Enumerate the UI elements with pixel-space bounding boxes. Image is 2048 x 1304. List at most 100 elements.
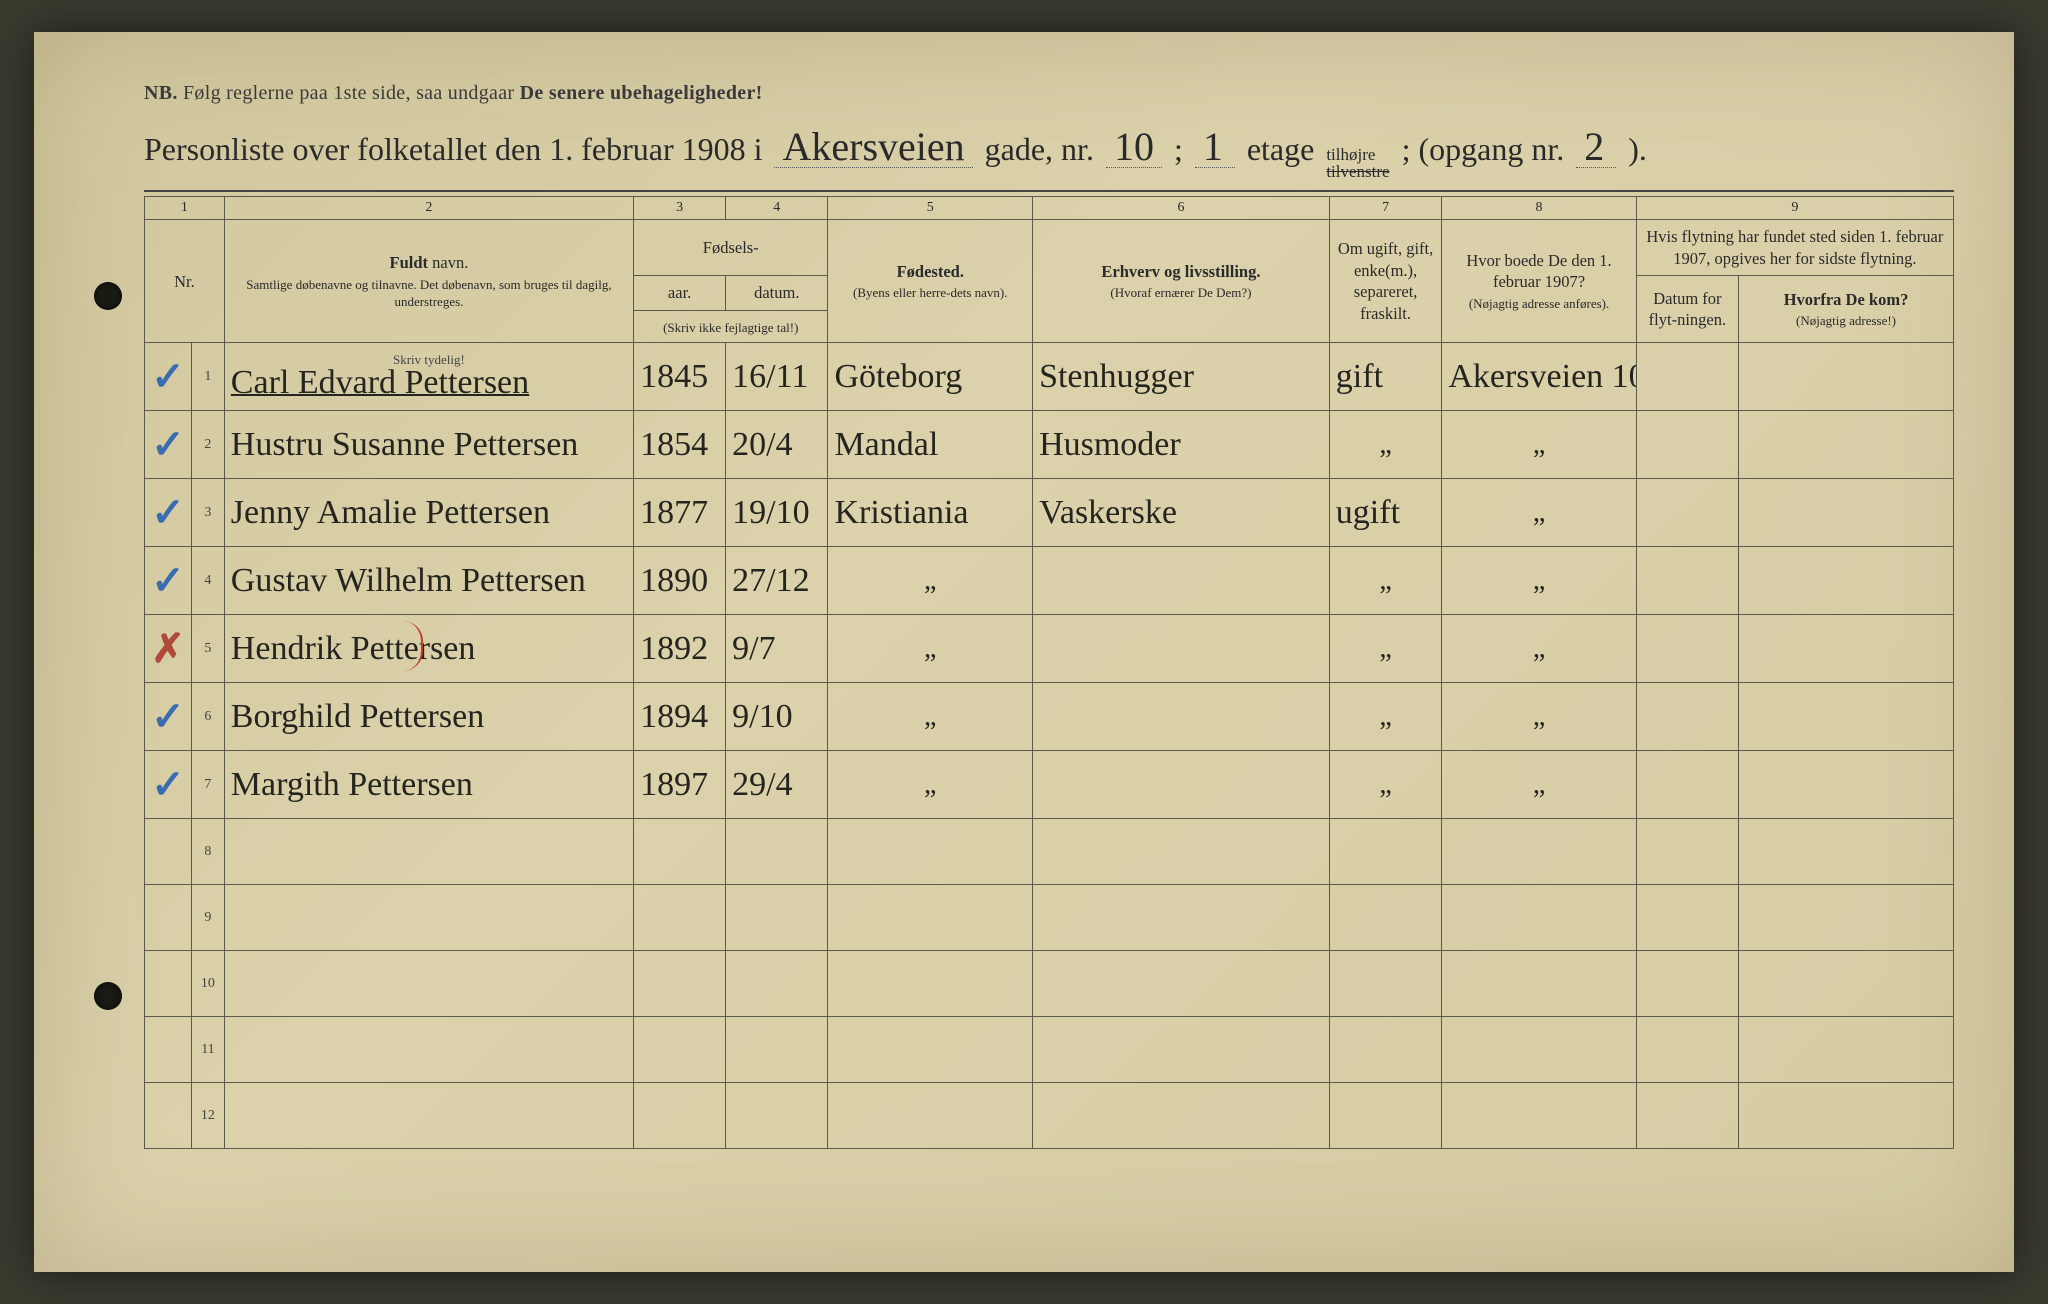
row-name: Hendrik Pettersen [224,615,633,683]
row-occupation [1033,751,1330,819]
row-movefrom [1739,479,1954,547]
title-rule [144,190,1954,192]
punch-hole-top [94,282,122,310]
row-date: 29/4 [726,751,828,819]
nb-text2: De senere ubehageligheder! [520,82,763,104]
row-address: „ [1442,751,1636,819]
row-name: Skriv tydelig!Carl Edvard Pettersen [224,343,633,411]
table-row-empty: 10 [145,951,1954,1017]
row-marital: „ [1329,751,1442,819]
row-date: 9/7 [726,615,828,683]
hdr-aar-sub-t: (Skriv ikke fejlagtige tal!) [638,320,823,337]
row-marital: „ [1329,615,1442,683]
row-movedate [1636,411,1738,479]
row-nr: 4 [192,547,225,615]
table-row-empty: 11 [145,1017,1954,1083]
table-row-empty: 9 [145,885,1954,951]
title-t5: ; (opgang nr. [1402,131,1565,168]
table-row-empty: 12 [145,1083,1954,1149]
row-birthplace: Göteborg [828,343,1033,411]
nb-line: NB. Følg reglerne paa 1ste side, saa und… [144,82,1954,105]
colnum-1: 1 [145,197,225,220]
row-nr: 7 [192,751,225,819]
table-row-empty: 8 [145,819,1954,885]
row-birthplace: Kristiania [828,479,1033,547]
row-address: „ [1442,479,1636,547]
row-occupation [1033,683,1330,751]
row-year: 1877 [634,479,726,547]
table-row: ✗5Hendrik Pettersen18929/7„„„ [145,615,1954,683]
row-name: Gustav Wilhelm Pettersen [224,547,633,615]
floor: 1 [1195,127,1235,168]
row-marital: „ [1329,411,1442,479]
census-page: NB. Følg reglerne paa 1ste side, saa und… [34,32,2014,1272]
row-year: 1894 [634,683,726,751]
row-marital: gift [1329,343,1442,411]
row-birthplace: „ [828,615,1033,683]
row-mark: ✓ [145,751,192,819]
row-name: Hustru Susanne Pettersen [224,411,633,479]
side-stack: tilhøjre tilvenstre [1326,146,1389,180]
table-row: ✓2Hustru Susanne Pettersen185420/4Mandal… [145,411,1954,479]
row-movefrom [1739,547,1954,615]
table-row: ✓4Gustav Wilhelm Pettersen189027/12„„„ [145,547,1954,615]
header-row-1: Nr. Fuldt navn. Samtlige døbenavne og ti… [145,220,1954,276]
row-marital: ugift [1329,479,1442,547]
row-mark: ✓ [145,343,192,411]
colnum-8: 8 [1442,197,1636,220]
row-movefrom [1739,343,1954,411]
hdr-name-bold: Fuldt [390,253,429,272]
row-movedate [1636,615,1738,683]
hdr-movedate: Datum for flyt-ningen. [1636,276,1738,343]
title-t4: etage [1247,131,1315,168]
hdr-mf-t: Hvorfra De kom? [1784,290,1909,309]
hdr-addr-t: Hvor boede De den 1. februar 1907? [1466,251,1611,291]
hdr-datum: datum. [726,276,828,310]
hdr-name-sub: Samtlige døbenavne og tilnavne. Det døbe… [229,277,629,311]
table-row: ✓1Skriv tydelig!Carl Edvard Pettersen184… [145,343,1954,411]
table-row: ✓6Borghild Pettersen18949/10„„„ [145,683,1954,751]
row-movedate [1636,751,1738,819]
side-top: tilhøjre [1326,146,1389,163]
row-year: 1892 [634,615,726,683]
census-table: 1 2 3 4 5 6 7 8 9 Nr. Fuldt navn. Samtli… [144,196,1954,1149]
row-nr: 1 [192,343,225,411]
title-line: Personliste over folketallet den 1. febr… [144,127,1954,180]
nb-prefix: NB. [144,82,178,104]
row-birthplace: „ [828,683,1033,751]
row-mark: ✓ [145,547,192,615]
row-date: 20/4 [726,411,828,479]
row-date: 9/10 [726,683,828,751]
punch-hole-bottom [94,982,122,1010]
row-movefrom [1739,683,1954,751]
colnum-5: 5 [828,197,1033,220]
row-date: 19/10 [726,479,828,547]
hdr-occ: Erhverv og livsstilling. (Hvoraf ernærer… [1033,220,1330,343]
hdr-nr: Nr. [145,220,225,343]
hdr-aar-sub: (Skriv ikke fejlagtige tal!) [634,310,828,343]
table-body: ✓1Skriv tydelig!Carl Edvard Pettersen184… [145,343,1954,1149]
row-birthplace: Mandal [828,411,1033,479]
row-name: Margith Pettersen [224,751,633,819]
row-year: 1845 [634,343,726,411]
row-occupation [1033,547,1330,615]
row-nr: 5 [192,615,225,683]
title-t3: ; [1174,131,1183,168]
nb-text1: Følg reglerne paa 1ste side, saa undgaar [183,82,520,104]
row-movedate [1636,479,1738,547]
row-date: 16/11 [726,343,828,411]
row-movefrom [1739,411,1954,479]
row-mark: ✗ [145,615,192,683]
colnum-6: 6 [1033,197,1330,220]
row-name: Jenny Amalie Pettersen [224,479,633,547]
hdr-bp-t: Fødested. [897,262,964,281]
row-nr: 3 [192,479,225,547]
title-t2: gade, nr. [985,131,1094,168]
opgang: 2 [1576,127,1616,168]
row-occupation: Stenhugger [1033,343,1330,411]
hdr-occ-sub: (Hvoraf ernærer De Dem?) [1037,285,1325,302]
hdr-marital: Om ugift, gift, enke(m.), separeret, fra… [1329,220,1442,343]
hdr-birthplace: Fødested. (Byens eller herre-dets navn). [828,220,1033,343]
row-birthplace: „ [828,547,1033,615]
hdr-move-top: Hvis flytning har fundet sted siden 1. f… [1636,220,1953,276]
